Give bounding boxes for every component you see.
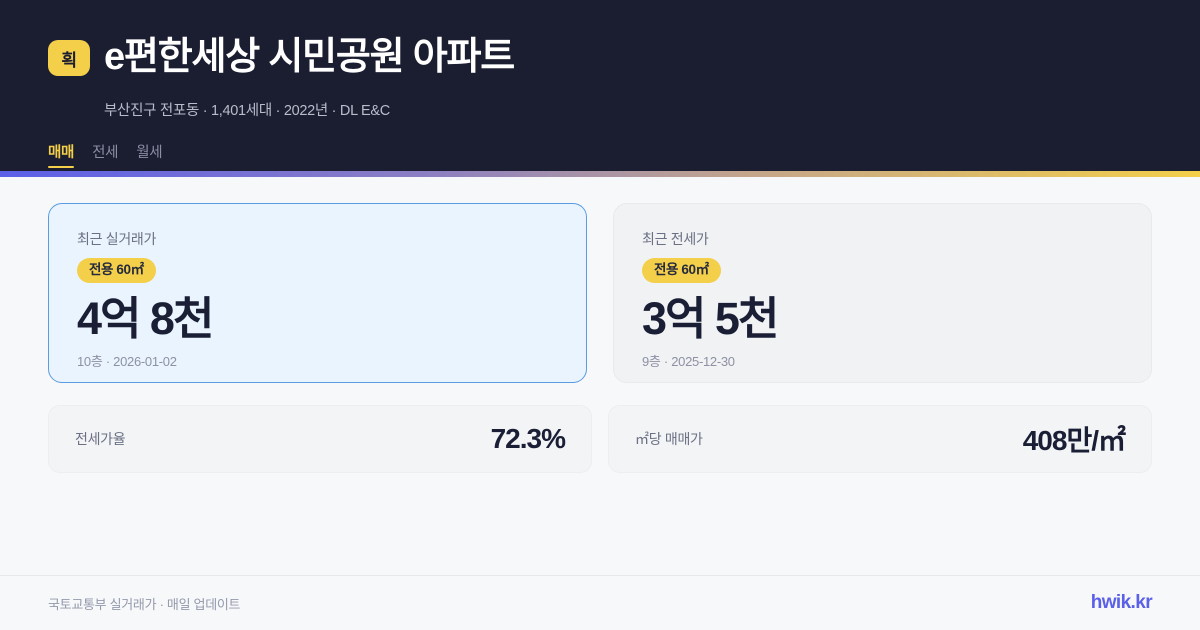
jeonse-ratio-value: 72.3%: [490, 423, 566, 454]
accent-gradient-bar: [0, 171, 1200, 177]
jeonse-ratio-label: 전세가율: [75, 431, 126, 447]
jeonse-ratio-stat: 전세가율 72.3%: [48, 405, 592, 473]
tab-sale[interactable]: 매매: [48, 141, 74, 168]
recent-jeonse-value: 3억 5천: [642, 292, 779, 344]
price-per-sqm-label: ㎡당 매매가: [635, 431, 703, 447]
recent-jeonse-meta: 9층 · 2025-12-30: [642, 353, 735, 369]
recent-sale-area-badge: 전용 60㎡: [77, 258, 156, 283]
price-card-group: 최근 실거래가 전용 60㎡ 4억 8천 10층 · 2026-01-02 최근…: [48, 203, 1152, 383]
recent-jeonse-area-badge: 전용 60㎡: [642, 258, 721, 283]
property-subtitle: 부산진구 전포동 · 1,401세대 · 2022년 · DL E&C: [104, 103, 390, 119]
brand-logo-badge: 획: [48, 40, 90, 76]
price-per-sqm-stat: ㎡당 매매가 408만/㎡: [608, 405, 1152, 473]
footer: 국토교통부 실거래가 · 매일 업데이트 hwik.kr: [0, 575, 1200, 630]
footer-source-note: 국토교통부 실거래가 · 매일 업데이트: [48, 596, 241, 612]
page-title: e편한세상 시민공원 아파트: [104, 36, 515, 79]
recent-sale-meta: 10층 · 2026-01-02: [77, 353, 177, 369]
recent-sale-value: 4억 8천: [77, 292, 214, 344]
recent-sale-price-card: 최근 실거래가 전용 60㎡ 4억 8천 10층 · 2026-01-02: [48, 203, 587, 383]
tab-monthly-rent[interactable]: 월세: [136, 145, 163, 161]
deal-type-tabs: 매매 전세 월세: [48, 138, 1152, 168]
recent-jeonse-label: 최근 전세가: [642, 231, 709, 247]
main-content: 최근 실거래가 전용 60㎡ 4억 8천 10층 · 2026-01-02 최근…: [0, 177, 1200, 575]
header: 획 e편한세상 시민공원 아파트 부산진구 전포동 · 1,401세대 · 20…: [0, 0, 1200, 177]
recent-sale-label: 최근 실거래가: [77, 231, 157, 247]
price-per-sqm-value: 408만/㎡: [1022, 425, 1126, 456]
footer-brand-link[interactable]: hwik.kr: [1090, 592, 1153, 613]
tab-jeonse[interactable]: 전세: [92, 145, 119, 161]
recent-jeonse-price-card: 최근 전세가 전용 60㎡ 3억 5천 9층 · 2025-12-30: [613, 203, 1152, 383]
title-row: 획 e편한세상 시민공원 아파트: [48, 30, 1152, 86]
stat-row-group: 전세가율 72.3% ㎡당 매매가 408만/㎡: [48, 405, 1152, 473]
